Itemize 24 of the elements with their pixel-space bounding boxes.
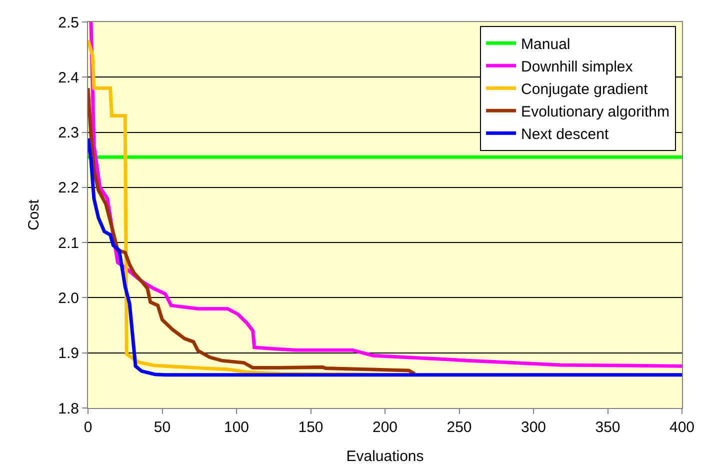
y-tick-label: 2.0 xyxy=(58,290,79,307)
x-axis-title: Evaluations xyxy=(346,448,424,465)
x-tick-label: 100 xyxy=(224,419,250,436)
x-tick-label: 300 xyxy=(520,419,546,436)
legend-label: Manual xyxy=(521,36,570,53)
y-axis-title: Cost xyxy=(25,198,42,230)
x-tick-label: 350 xyxy=(595,419,620,436)
y-tick-label: 1.9 xyxy=(58,345,79,362)
legend-label: Evolutionary algorithm xyxy=(521,103,670,120)
y-tick-label: 2.5 xyxy=(58,14,79,32)
legend-label: Conjugate gradient xyxy=(521,80,649,98)
legend-label: Next descent xyxy=(521,126,610,143)
y-tick-label: 2.4 xyxy=(58,69,79,86)
y-tick-label: 2.3 xyxy=(58,124,79,142)
x-tick-label: 400 xyxy=(669,419,695,436)
legend-label: Downhill simplex xyxy=(521,58,634,76)
y-tick-label: 2.1 xyxy=(58,234,79,252)
x-tick-label: 200 xyxy=(372,419,398,436)
x-tick-label: 150 xyxy=(298,419,324,436)
y-tick-label: 1.8 xyxy=(58,400,79,418)
x-tick-label: 50 xyxy=(154,419,171,436)
x-tick-label: 0 xyxy=(84,419,92,436)
y-tick-label: 2.2 xyxy=(58,180,79,197)
x-tick-label: 250 xyxy=(446,419,472,436)
